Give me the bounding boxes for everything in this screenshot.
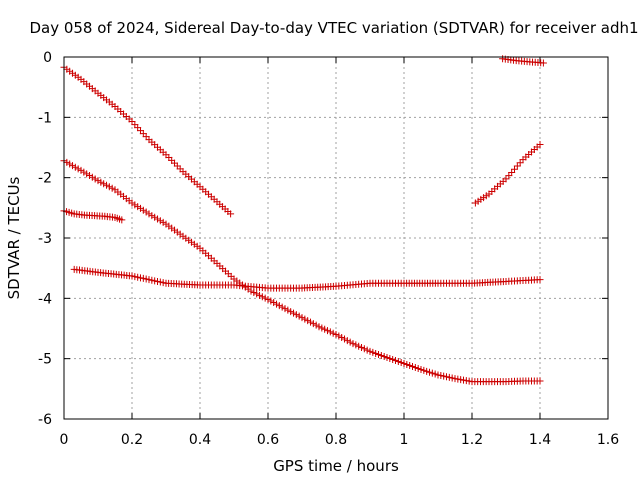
x-tick-label: 0.8 bbox=[325, 432, 347, 448]
y-tick-label: -5 bbox=[38, 352, 52, 368]
data-point bbox=[403, 360, 411, 368]
data-point bbox=[318, 324, 326, 332]
data-point bbox=[258, 293, 266, 301]
chart-title: Day 058 of 2024, Sidereal Day-to-day VTE… bbox=[29, 19, 638, 37]
data-point bbox=[536, 377, 544, 385]
x-tick-label: 0.4 bbox=[189, 432, 211, 448]
data-point bbox=[536, 276, 544, 284]
data-point bbox=[148, 276, 156, 284]
data-point bbox=[335, 332, 343, 340]
data-point bbox=[513, 162, 521, 170]
data-point bbox=[394, 357, 402, 365]
data-point bbox=[97, 178, 105, 186]
x-tick-label: 1 bbox=[400, 432, 409, 448]
data-point bbox=[105, 183, 113, 191]
x-tick-label: 0 bbox=[60, 432, 69, 448]
data-point bbox=[131, 121, 139, 129]
data-point bbox=[267, 297, 275, 305]
data-point bbox=[139, 206, 147, 214]
data-point bbox=[539, 59, 547, 67]
series-arc-3 bbox=[60, 207, 126, 224]
data-point bbox=[386, 354, 394, 362]
data-point bbox=[428, 369, 436, 377]
data-point bbox=[139, 274, 147, 282]
data-point bbox=[411, 364, 419, 372]
data-point bbox=[369, 348, 377, 356]
data-point bbox=[454, 375, 462, 383]
data-point bbox=[462, 377, 470, 385]
data-point bbox=[118, 216, 126, 224]
data-point bbox=[139, 130, 147, 138]
data-point bbox=[420, 366, 428, 374]
data-point bbox=[80, 168, 88, 176]
data-point bbox=[343, 337, 351, 345]
data-point bbox=[377, 351, 385, 359]
data-point bbox=[292, 311, 300, 319]
data-point bbox=[326, 328, 334, 336]
data-point bbox=[301, 315, 309, 323]
x-tick-label: 0.2 bbox=[121, 432, 143, 448]
y-tick-label: -6 bbox=[38, 412, 52, 428]
data-point bbox=[284, 306, 292, 314]
series-arc-5 bbox=[471, 140, 544, 207]
plot-frame bbox=[63, 56, 609, 420]
series-arc-6 bbox=[499, 55, 547, 67]
data-point bbox=[445, 373, 453, 381]
data-point bbox=[148, 212, 156, 220]
data-point bbox=[131, 273, 139, 281]
data-point bbox=[156, 217, 164, 225]
data-point bbox=[352, 341, 360, 349]
y-tick-label: -2 bbox=[38, 171, 52, 187]
data-point bbox=[131, 201, 139, 209]
data-point bbox=[71, 163, 79, 171]
x-tick-labels: 0 0.2 0.4 0.6 0.8 1 1.2 1.4 1.6 bbox=[60, 432, 620, 448]
data-point bbox=[227, 210, 235, 218]
data-point bbox=[536, 140, 544, 148]
data-point bbox=[275, 302, 283, 310]
y-tick-label: -1 bbox=[38, 110, 52, 126]
x-tick-label: 1.6 bbox=[597, 432, 619, 448]
x-axis-label: GPS time / hours bbox=[273, 457, 399, 475]
series-arc-2 bbox=[60, 157, 544, 386]
data-point bbox=[309, 320, 317, 328]
series-arc-1 bbox=[60, 63, 235, 218]
data-point bbox=[437, 372, 445, 380]
y-tick-labels: 0 -1 -2 -3 -4 -5 -6 bbox=[38, 50, 52, 428]
data-point bbox=[505, 172, 513, 180]
data-point bbox=[156, 278, 164, 286]
x-tick-label: 0.6 bbox=[257, 432, 279, 448]
data-points bbox=[60, 55, 547, 386]
data-point bbox=[360, 345, 368, 353]
x-tick-label: 1.2 bbox=[461, 432, 483, 448]
data-point bbox=[88, 173, 96, 181]
series-arc-4 bbox=[70, 265, 544, 292]
y-tick-label: -3 bbox=[38, 231, 52, 247]
y-axis-label: SDTVAR / TECUs bbox=[5, 176, 23, 299]
x-tick-label: 1.4 bbox=[529, 432, 551, 448]
y-tick-label: 0 bbox=[43, 50, 52, 66]
grid bbox=[64, 57, 608, 419]
y-tick-label: -4 bbox=[38, 291, 52, 307]
